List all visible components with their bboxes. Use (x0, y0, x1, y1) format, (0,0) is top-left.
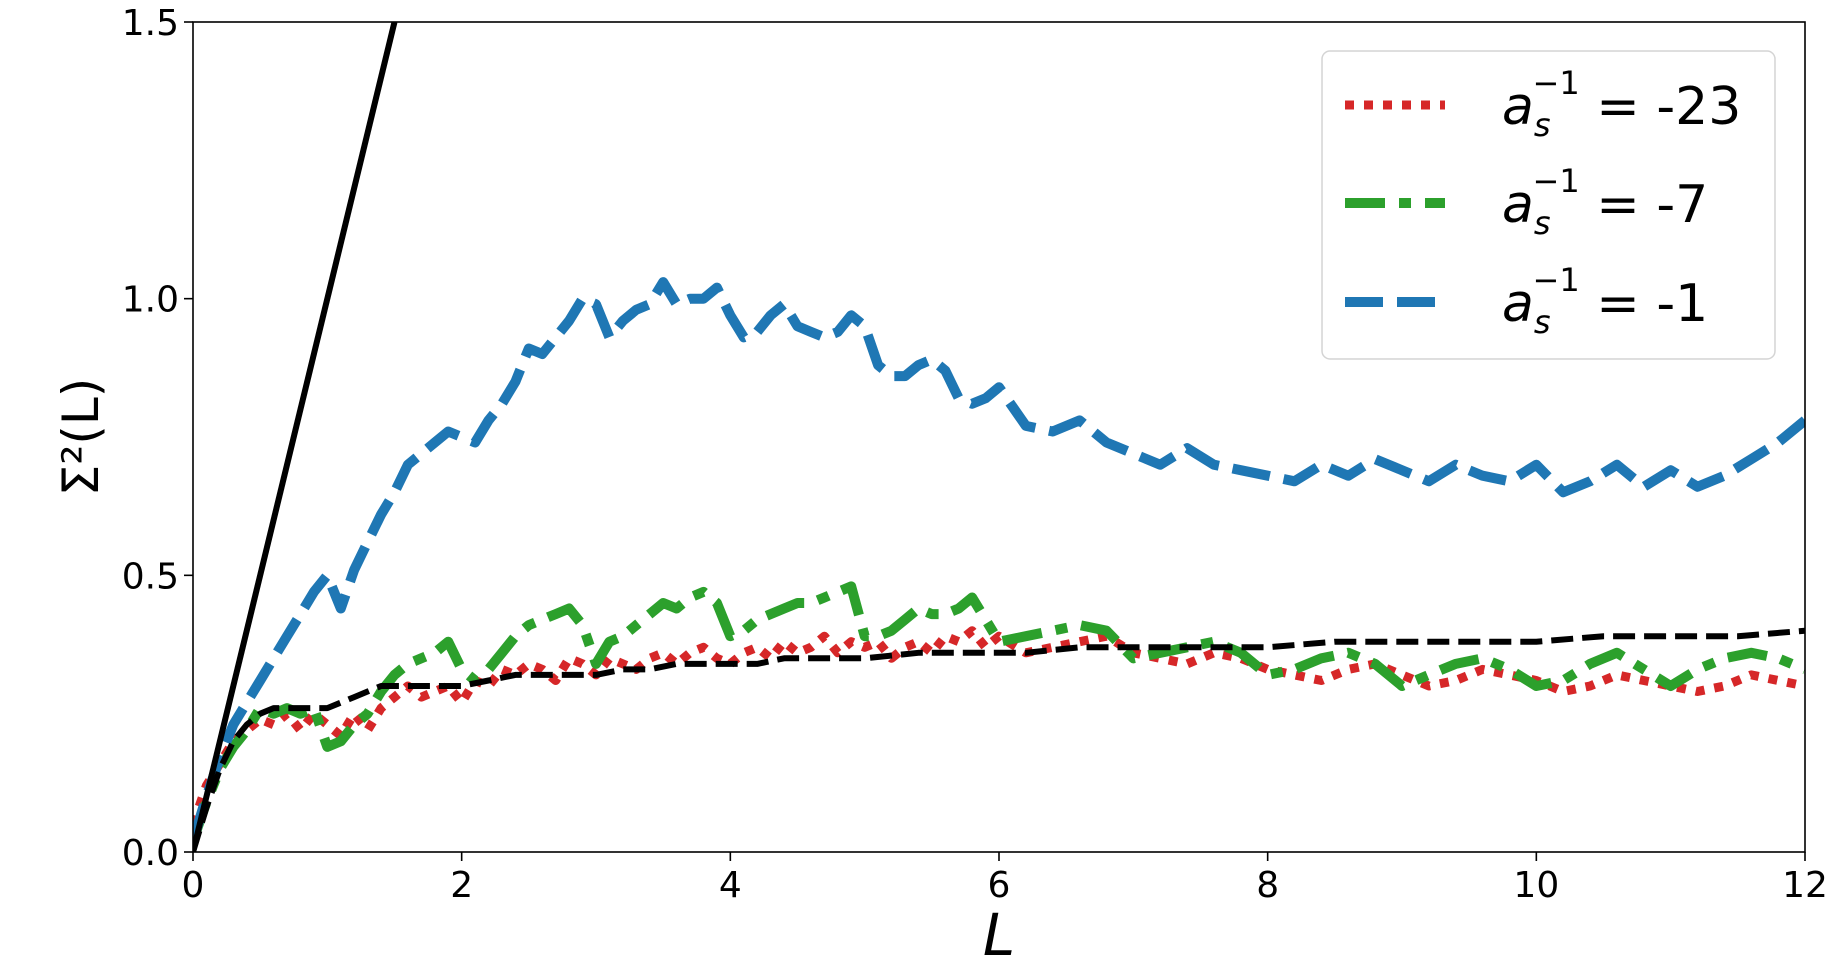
series-line-black-dashed (193, 627, 1805, 852)
x-axis-label: L (983, 901, 1015, 969)
y-tick-label: 0.0 (122, 833, 179, 874)
ticks-layer: 0 2 4 6 8 10 12 0.0 0.5 1.0 1.5 (122, 3, 1828, 906)
legend: as−1 = -23 as−1 = -7 as−1 = -1 (1321, 50, 1776, 360)
series-line-red (193, 626, 1805, 826)
y-tick-label: 0.5 (122, 556, 179, 597)
x-tick-label: 4 (719, 865, 742, 906)
series-line-green (193, 581, 1805, 843)
series-line-black-solid (193, 22, 398, 852)
series-line-blue (193, 277, 1805, 843)
legend-box (1321, 50, 1776, 360)
x-tick-label: 12 (1782, 865, 1828, 906)
x-tick-label: 10 (1513, 865, 1559, 906)
x-tick-label: 6 (988, 865, 1011, 906)
x-tick-label: 0 (182, 865, 205, 906)
legend-entry-red: as−1 = -23 (1502, 64, 1741, 144)
legend-entry-blue: as−1 = -1 (1502, 261, 1708, 341)
legend-entry-green: as−1 = -7 (1502, 162, 1708, 242)
y-tick-label: 1.5 (122, 3, 179, 44)
x-tick-label: 8 (1256, 865, 1279, 906)
y-axis-label: Σ²(L) (52, 378, 110, 497)
y-tick-label: 1.0 (122, 280, 179, 321)
series-layer (193, 22, 1805, 852)
x-tick-label: 2 (450, 865, 473, 906)
